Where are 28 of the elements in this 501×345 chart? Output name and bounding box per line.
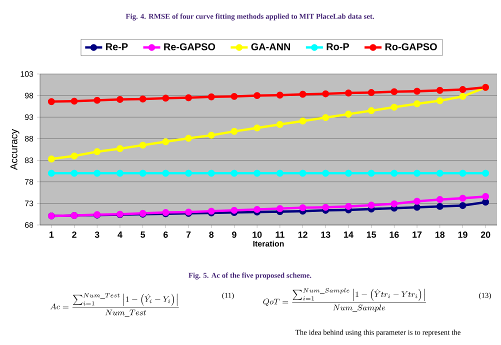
- x-tick-label: 19: [458, 232, 468, 238]
- x-tick-label: 4: [118, 232, 122, 238]
- legend-label: Re-P: [106, 43, 128, 50]
- x-tick-label: 20: [480, 232, 490, 238]
- text: $QoT = \frac{\sum_{i=1}^{Num\_Sample}\left|1-\left(\hat{Y}tr_i-Ytr_i\right)\right|}{Num\_Sample}$: [263, 288, 426, 312]
- legend-label: Re-GAPSO: [164, 43, 216, 50]
- y-axis-title: Accuracy: [10, 129, 20, 170]
- x-tick-label: 7: [186, 232, 191, 238]
- x-tick-label: 11: [276, 232, 284, 238]
- x-tick-label: 12: [298, 232, 308, 238]
- x-tick-label: 2: [72, 232, 76, 238]
- legend-label: GA-ANN: [251, 43, 290, 50]
- x-tick-label: 10: [252, 232, 262, 238]
- x-tick-label: 14: [344, 232, 354, 238]
- x-tick-label: 18: [435, 232, 445, 238]
- x-tick-label: 5: [140, 232, 146, 238]
- x-tick-label: 8: [209, 232, 214, 238]
- x-tick-label: 15: [366, 232, 376, 238]
- legend-label: Ro-P: [326, 43, 350, 50]
- x-tick-label: 16: [390, 232, 399, 238]
- x-tick-label: 17: [412, 232, 422, 238]
- x-tick-label: 3: [94, 232, 100, 238]
- x-tick-label: 1: [49, 232, 54, 238]
- x-tick-label: 13: [321, 232, 330, 238]
- text: $Ac = \frac{\sum_{i=1}^{Num\_Test}\left|1-\left(\hat{Y_i}-Y_i\right)\right|}{Num\_Test}$: [50, 293, 179, 317]
- x-tick-label: 9: [232, 232, 236, 238]
- legend-label: Ro-GAPSO: [385, 43, 437, 50]
- x-tick-label: 6: [164, 232, 168, 238]
